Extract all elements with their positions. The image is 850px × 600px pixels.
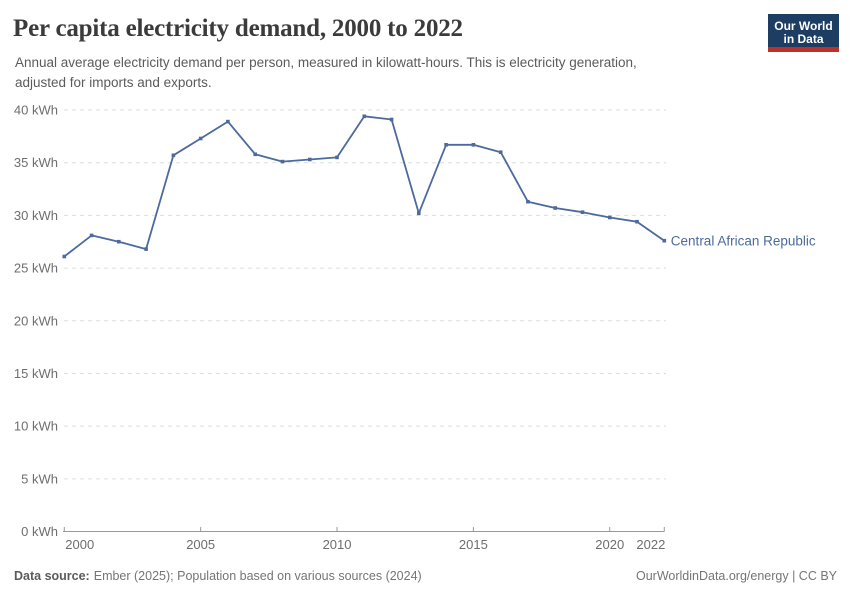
data-point-marker[interactable]	[362, 114, 367, 119]
y-axis-tick-label: 10 kWh	[14, 419, 58, 434]
data-point-marker[interactable]	[117, 239, 121, 244]
x-axis-tick-label: 2022	[636, 537, 665, 552]
data-point-marker[interactable]	[89, 233, 94, 238]
data-point-marker[interactable]	[253, 152, 257, 157]
x-axis-tick-label: 2000	[65, 537, 94, 552]
y-axis-tick-label: 15 kWh	[14, 366, 58, 381]
y-axis-tick-label: 35 kWh	[14, 155, 58, 170]
data-point-marker[interactable]	[308, 157, 312, 162]
page-title: Per capita electricity demand, 2000 to 2…	[13, 15, 463, 42]
owid-logo-line2: in Data	[783, 32, 824, 46]
data-point-marker[interactable]	[526, 199, 530, 204]
data-point-marker[interactable]	[335, 155, 339, 160]
data-point-marker[interactable]	[198, 136, 203, 141]
data-source-text: Ember (2025); Population based on variou…	[93, 569, 422, 583]
data-point-marker[interactable]	[144, 247, 148, 251]
data-point-marker[interactable]	[417, 211, 421, 216]
x-axis-tick-label: 2020	[595, 537, 624, 552]
license-link[interactable]: OurWorldinData.org/energy | CC BY	[635, 569, 837, 583]
data-point-marker[interactable]	[662, 238, 667, 243]
x-axis-tick-label: 2015	[459, 537, 488, 552]
y-axis-tick-label: 40 kWh	[14, 103, 58, 118]
data-point-marker[interactable]	[226, 119, 230, 124]
series-label: Central African Republic	[671, 233, 816, 248]
data-source-label: Data source:	[14, 569, 90, 583]
y-axis-tick-label: 20 kWh	[14, 313, 58, 328]
data-point-marker[interactable]	[498, 150, 503, 154]
data-point-marker[interactable]	[608, 215, 612, 220]
owid-logo[interactable]: Our World in Data	[768, 14, 839, 52]
data-point-marker[interactable]	[580, 210, 585, 214]
series-line[interactable]	[63, 115, 666, 258]
y-axis-tick-label: 25 kWh	[14, 261, 58, 276]
data-point-marker[interactable]	[62, 254, 67, 259]
data-point-marker[interactable]	[553, 206, 557, 210]
chart-subtitle-line1: Annual average electricity demand per pe…	[15, 55, 637, 70]
x-axis-tick-label: 2005	[186, 537, 215, 552]
chart-subtitle-line2: adjusted for imports and exports.	[15, 74, 212, 90]
chart-subtitle: Annual average electricity demand per pe…	[15, 53, 637, 92]
data-source: Data source: Ember (2025); Population bas…	[14, 568, 422, 585]
data-point-marker[interactable]	[471, 143, 476, 147]
y-axis-tick-label: 5 kWh	[21, 471, 58, 486]
data-point-marker[interactable]	[171, 153, 176, 158]
data-point-marker[interactable]	[635, 219, 639, 224]
owid-logo-line1: Our World	[774, 18, 833, 33]
x-axis-tick-label: 2010	[323, 537, 352, 552]
owid-logo-red-strip	[768, 47, 839, 52]
data-point-marker[interactable]	[280, 159, 285, 164]
data-point-marker[interactable]	[389, 117, 394, 122]
y-axis-tick-label: 0 kWh	[21, 524, 58, 539]
data-point-marker[interactable]	[444, 143, 448, 147]
y-axis-tick-label: 30 kWh	[14, 208, 58, 223]
